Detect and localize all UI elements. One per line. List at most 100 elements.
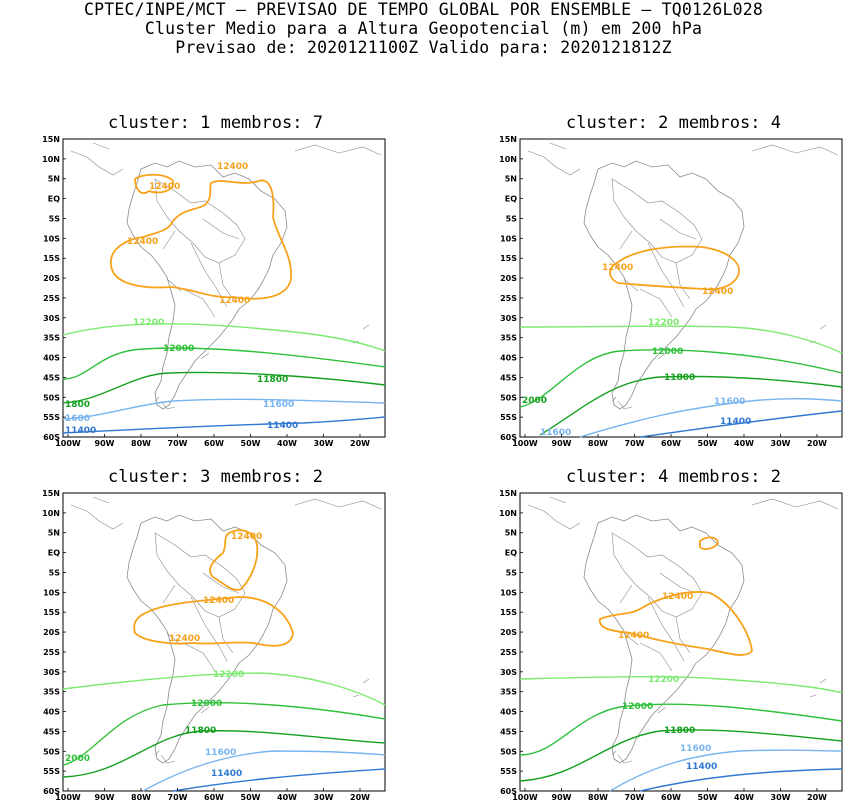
- contour-12400-north: [134, 173, 174, 194]
- label-11600: 11600: [205, 748, 236, 758]
- contour-12000: [62, 701, 386, 766]
- contour-12000: [62, 347, 386, 380]
- label-12000: 12000: [163, 344, 194, 354]
- contour-12400: [133, 596, 294, 647]
- panel-1-map: 12400 12400 12400 12400 12200 12000 1180…: [62, 138, 386, 438]
- contour-11800: [519, 729, 843, 782]
- lon-tick-label: 80W: [588, 439, 608, 448]
- label-12400-d: 12400: [219, 296, 250, 306]
- contour-11800: [539, 375, 843, 436]
- lat-tick-label: 35S: [500, 688, 517, 697]
- lat-tick-label: 15N: [499, 135, 517, 144]
- continent-outline-icon: [70, 142, 382, 410]
- lat-tick-label: 5N: [505, 529, 517, 538]
- lon-tick-label: 90W: [552, 439, 572, 448]
- panel-4-map: 12400 12400 12200 12000 11800 11600 1140…: [519, 492, 843, 792]
- lat-tick-label: 25S: [43, 294, 60, 303]
- contour-11600: [142, 750, 386, 792]
- label-2000: 2000: [522, 396, 547, 406]
- lat-tick-label: 15S: [500, 608, 517, 617]
- lat-tick-label: 35S: [43, 688, 60, 697]
- lon-tick-label: 30W: [771, 793, 791, 802]
- contour-11800: [62, 730, 386, 778]
- lat-tick-label: 5S: [49, 214, 61, 223]
- lon-tick-label: 40W: [734, 793, 754, 802]
- lat-tick-label: 20S: [43, 628, 60, 637]
- lat-tick-label: 50S: [500, 747, 517, 756]
- label-12000: 12000: [622, 702, 653, 712]
- contour-11800: [62, 371, 386, 404]
- contour-12400-north: [699, 536, 719, 550]
- panel-3-title: cluster: 3 membros: 2: [108, 467, 323, 487]
- label-11400-b: 11400: [267, 421, 298, 431]
- lat-tick-label: 30S: [43, 314, 60, 323]
- lat-tick-label: 50S: [43, 747, 60, 756]
- lat-tick-label: 10S: [43, 588, 60, 597]
- lon-tick-label: 100W: [55, 793, 81, 802]
- lon-tick-label: 70W: [625, 439, 645, 448]
- label-11800: 11800: [664, 373, 695, 383]
- contour-11600: [62, 398, 386, 420]
- contour-11400: [639, 410, 843, 438]
- contour-11600: [609, 749, 843, 792]
- label-12400-b: 12400: [702, 287, 733, 297]
- lat-tick-label: 15N: [42, 489, 60, 498]
- lon-tick-label: 50W: [698, 793, 718, 802]
- contour-11400: [639, 768, 843, 792]
- panel-1-title: cluster: 1 membros: 7: [108, 113, 323, 133]
- header-line-2: Cluster Medio para a Altura Geopotencial…: [144, 19, 703, 38]
- lat-tick-label: 25S: [500, 648, 517, 657]
- label-12400-a: 12400: [602, 263, 633, 273]
- lat-tick-label: 5N: [48, 529, 60, 538]
- lat-tick-label: EQ: [48, 195, 60, 204]
- lat-tick-label: 20S: [500, 274, 517, 283]
- lon-tick-label: 60W: [661, 439, 681, 448]
- continent-outline-icon: [527, 142, 839, 410]
- label-12400-a: 12400: [662, 592, 693, 602]
- lon-tick-label: 60W: [204, 793, 224, 802]
- lat-tick-label: 40S: [500, 708, 517, 717]
- label-12000: 12000: [191, 699, 222, 709]
- lon-tick-label: 100W: [55, 439, 81, 448]
- lat-tick-label: 10N: [42, 509, 60, 518]
- contour-12200: [519, 325, 843, 354]
- lat-tick-label: 30S: [43, 668, 60, 677]
- lat-tick-label: 5N: [505, 175, 517, 184]
- lat-tick-label: 25S: [500, 294, 517, 303]
- lat-tick-label: EQ: [48, 549, 60, 558]
- label-11800: 11800: [664, 726, 695, 736]
- lat-tick-label: 55S: [500, 413, 517, 422]
- lat-tick-label: 60S: [500, 787, 517, 796]
- lat-tick-label: 10S: [500, 588, 517, 597]
- lon-tick-label: 70W: [168, 439, 188, 448]
- panel-2-map: 12400 12400 12200 12000 11800 2000 11600…: [519, 138, 843, 438]
- contour-12000: [519, 349, 843, 408]
- lon-tick-label: 30W: [771, 439, 791, 448]
- lat-tick-label: 20S: [43, 274, 60, 283]
- lat-tick-label: 35S: [500, 334, 517, 343]
- lat-tick-label: 15S: [500, 254, 517, 263]
- lon-tick-label: 20W: [807, 439, 827, 448]
- lon-tick-label: 60W: [661, 793, 681, 802]
- lon-tick-label: 100W: [512, 793, 538, 802]
- lon-tick-label: 80W: [131, 439, 151, 448]
- label-11400: 11400: [65, 426, 96, 436]
- label-12400-b: 12400: [203, 596, 234, 606]
- lon-tick-label: 40W: [277, 439, 297, 448]
- lat-tick-label: 15N: [42, 135, 60, 144]
- lat-tick-label: EQ: [505, 549, 517, 558]
- label-12200: 12200: [133, 318, 164, 328]
- lon-tick-label: 90W: [95, 793, 115, 802]
- label-2000: 2000: [65, 754, 90, 764]
- continent-outline-icon: [527, 496, 839, 764]
- label-12400-b: 12400: [618, 631, 649, 641]
- lat-tick-label: 10N: [42, 155, 60, 164]
- label-11600: 11600: [714, 397, 745, 407]
- contour-12200: [62, 672, 386, 706]
- label-1600: 1600: [65, 414, 90, 424]
- contour-12400: [599, 591, 753, 656]
- lon-tick-label: 50W: [698, 439, 718, 448]
- lon-tick-label: 20W: [350, 439, 370, 448]
- lat-tick-label: 5N: [48, 175, 60, 184]
